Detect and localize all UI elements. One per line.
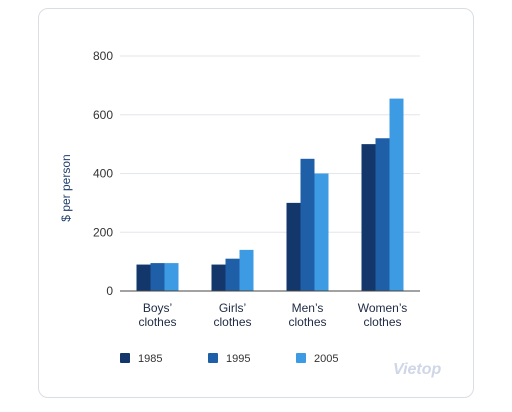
x-category-label: clothes [363, 315, 401, 329]
y-tick-label: 800 [93, 49, 113, 63]
bar-1985-1 [211, 264, 226, 291]
x-category-label: clothes [138, 315, 176, 329]
bar-2005-3 [389, 98, 404, 291]
x-category-label: Boys’ [143, 301, 172, 315]
legend-label-2005: 2005 [314, 353, 338, 365]
bar-2005-1 [239, 249, 254, 291]
bar-1995-2 [300, 158, 315, 291]
y-tick-label: 600 [93, 108, 113, 122]
bar-1995-3 [375, 138, 390, 291]
x-category-label: clothes [213, 315, 251, 329]
bar-1995-0 [150, 263, 165, 291]
x-category-label: clothes [288, 315, 326, 329]
legend-label-1995: 1995 [226, 353, 250, 365]
bar-1995-1 [225, 258, 240, 291]
legend-swatch-2005 [296, 353, 306, 363]
y-tick-label: 200 [93, 225, 113, 239]
legend-label-1985: 1985 [138, 353, 162, 365]
x-category-label: Men’s [292, 301, 324, 315]
bar-1985-0 [136, 264, 151, 291]
x-axis-categories: Boys’clothesGirls’clothesMen’sclothesWom… [138, 301, 407, 329]
y-axis-ticks: 0 200 400 600 800 [93, 49, 113, 298]
legend-swatch-1985 [120, 353, 130, 363]
legend: 1985 1995 2005 [120, 353, 338, 365]
bar-2005-0 [164, 263, 179, 291]
bar-2005-2 [314, 173, 329, 291]
y-tick-label: 0 [106, 284, 113, 298]
x-category-label: Women’s [358, 301, 408, 315]
legend-swatch-1995 [208, 353, 218, 363]
bar-1985-3 [361, 144, 376, 291]
x-category-label: Girls’ [219, 301, 246, 315]
bar-1985-2 [286, 202, 301, 291]
brand-logo: Vietop [393, 361, 442, 378]
y-tick-label: 400 [93, 167, 113, 181]
bars [136, 98, 404, 291]
y-axis-label: $ per person [59, 154, 73, 221]
